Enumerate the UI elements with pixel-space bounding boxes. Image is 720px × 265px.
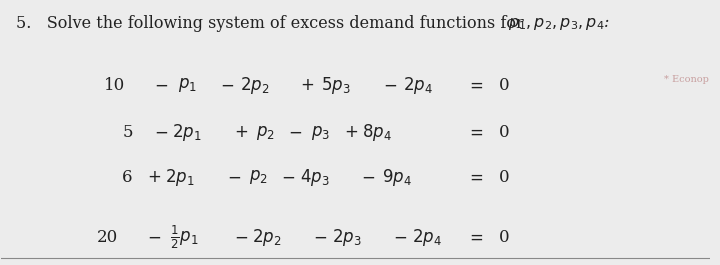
Text: $-$: $-$ <box>154 124 168 141</box>
Text: 0: 0 <box>499 169 510 185</box>
Text: $-$: $-$ <box>147 229 161 246</box>
Text: 0: 0 <box>499 124 510 141</box>
Text: 20: 20 <box>97 229 118 246</box>
Text: $2p_2$: $2p_2$ <box>240 75 270 96</box>
Text: $+$: $+$ <box>300 77 315 94</box>
Text: $=$: $=$ <box>466 229 483 246</box>
Text: $-$: $-$ <box>361 169 376 185</box>
Text: $-$: $-$ <box>382 77 397 94</box>
Text: $=$: $=$ <box>466 124 483 141</box>
Text: $p_2$: $p_2$ <box>256 123 275 142</box>
Text: $2p_3$: $2p_3$ <box>333 227 362 248</box>
Text: 0: 0 <box>499 77 510 94</box>
Text: $2p_2$: $2p_2$ <box>253 227 282 248</box>
Text: $2p_1$: $2p_1$ <box>165 167 194 188</box>
Text: $2p_4$: $2p_4$ <box>412 227 441 248</box>
Text: $p_3$: $p_3$ <box>311 123 330 142</box>
Text: $-$: $-$ <box>392 229 407 246</box>
Text: $p_2$: $p_2$ <box>249 168 268 186</box>
Text: $8p_4$: $8p_4$ <box>362 122 392 143</box>
Text: $-$: $-$ <box>234 229 248 246</box>
Text: 5.   Solve the following system of excess demand functions for: 5. Solve the following system of excess … <box>16 15 528 32</box>
Text: 10: 10 <box>104 77 125 94</box>
Text: $+$: $+$ <box>343 124 358 141</box>
Text: $+$: $+$ <box>147 169 161 185</box>
Text: $p_1, p_2, p_3, p_4$:: $p_1, p_2, p_3, p_4$: <box>508 15 610 32</box>
Text: $\frac{1}{2}p_1$: $\frac{1}{2}p_1$ <box>170 224 199 251</box>
Text: $2p_1$: $2p_1$ <box>172 122 202 143</box>
Text: $=$: $=$ <box>466 77 483 94</box>
Text: $4p_3$: $4p_3$ <box>300 167 330 188</box>
Text: * Econop: * Econop <box>664 75 708 84</box>
Text: $=$: $=$ <box>466 169 483 185</box>
Text: 6: 6 <box>122 169 132 185</box>
Text: $9p_4$: $9p_4$ <box>382 167 412 188</box>
Text: $2p_4$: $2p_4$ <box>403 75 433 96</box>
Text: $5p_3$: $5p_3$ <box>321 75 351 96</box>
Text: $-$: $-$ <box>313 229 328 246</box>
Text: $-$: $-$ <box>220 77 234 94</box>
Text: $p_1$: $p_1$ <box>178 76 197 94</box>
Text: $-$: $-$ <box>289 124 302 141</box>
Text: $-$: $-$ <box>154 77 168 94</box>
Text: 0: 0 <box>499 229 510 246</box>
Text: 5: 5 <box>122 124 132 141</box>
Text: $-$: $-$ <box>227 169 241 185</box>
Text: $+$: $+$ <box>234 124 248 141</box>
Text: $-$: $-$ <box>282 169 295 185</box>
